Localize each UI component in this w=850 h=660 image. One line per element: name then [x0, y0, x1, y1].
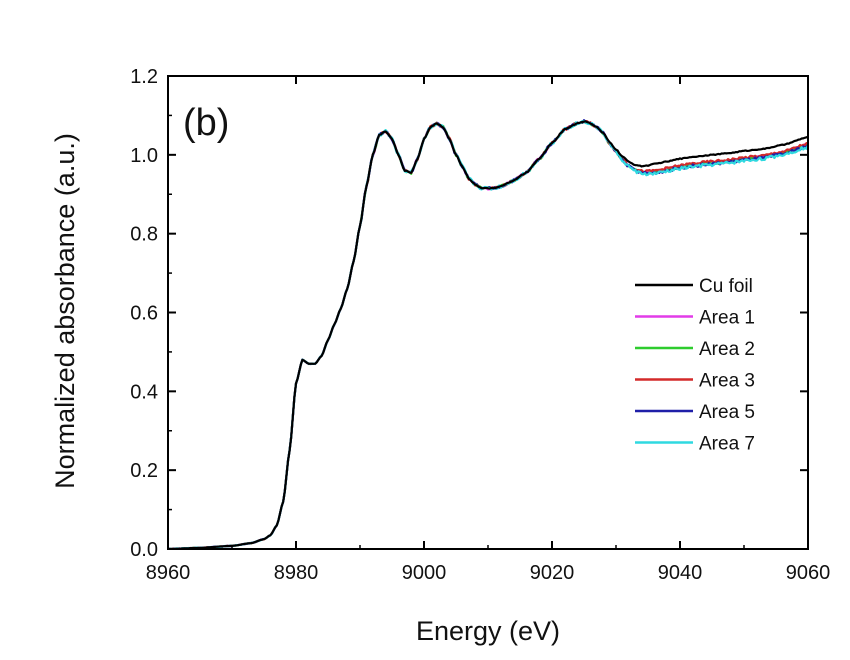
legend-label: Area 5	[699, 402, 755, 423]
plot-area	[168, 119, 808, 549]
series-line-cu-foil	[168, 120, 808, 549]
axes: 8960 8980 9000 9020 9040 9060 0.0 0.2 0.4 0.6 0.8 1…	[130, 66, 830, 584]
y-tick-label: 1.0	[130, 145, 158, 167]
x-tick-label: 8980	[274, 562, 319, 584]
x-tick-label: 9060	[786, 562, 831, 584]
y-tick-label: 1.2	[130, 66, 158, 88]
y-tick-label: 0.2	[130, 460, 158, 482]
legend-label: Area 2	[699, 339, 755, 360]
x-tick-label: 9040	[658, 562, 703, 584]
y-tick-label: 0.0	[130, 539, 158, 561]
x-axis-title: Energy (eV)	[416, 616, 560, 646]
x-tick-label: 9020	[530, 562, 575, 584]
legend: Cu foil Area 1 Area 2 Area 3 Area 5 Area 7	[635, 276, 755, 455]
y-axis-title: Normalized absorbance (a.u.)	[50, 133, 80, 489]
legend-label: Area 7	[699, 434, 755, 455]
y-tick-label: 0.4	[130, 381, 158, 403]
x-tick-label: 8960	[146, 562, 191, 584]
legend-label: Area 1	[699, 308, 755, 329]
legend-label: Cu foil	[699, 276, 753, 297]
y-tick-label: 0.6	[130, 303, 158, 325]
x-tick-label: 9000	[402, 562, 447, 584]
legend-label: Area 3	[699, 371, 755, 392]
panel-label: (b)	[183, 102, 229, 144]
y-tick-label: 0.8	[130, 224, 158, 246]
